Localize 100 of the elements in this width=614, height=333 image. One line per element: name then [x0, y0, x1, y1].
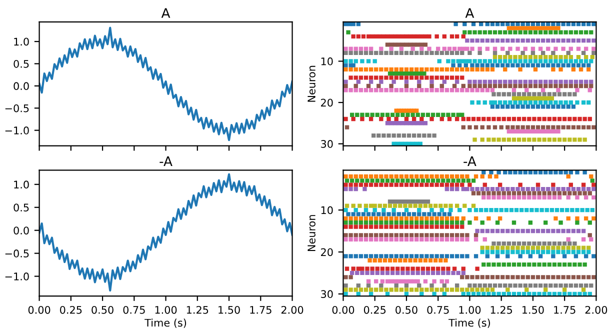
point: [538, 54, 543, 60]
point: [528, 54, 533, 60]
point: [538, 30, 543, 34]
y-tick-label: 0.0: [14, 226, 29, 234]
point: [557, 138, 562, 142]
point: [492, 54, 498, 60]
point: [420, 112, 425, 117]
point: [578, 138, 582, 142]
point: [518, 30, 522, 34]
point: [574, 30, 578, 34]
point: [460, 112, 464, 117]
point: [527, 96, 532, 100]
point: [426, 112, 430, 117]
point: [572, 138, 577, 142]
x-tick-label: 0.75: [123, 306, 145, 314]
point: [385, 112, 390, 117]
point: [562, 138, 567, 142]
x-tick-label: 0.00: [332, 306, 354, 314]
point: [513, 54, 518, 60]
point: [403, 72, 408, 76]
point: [512, 138, 516, 142]
point: [396, 112, 400, 117]
point: [590, 54, 594, 60]
point: [564, 30, 568, 34]
y-axis-title: Neuron: [308, 215, 316, 251]
point: [456, 112, 460, 117]
x-tick-label: 0.75: [427, 306, 449, 314]
line-series: [39, 173, 292, 292]
point: [355, 112, 360, 117]
y-tick-label: 20: [321, 98, 333, 107]
point: [492, 30, 498, 34]
point: [544, 54, 548, 60]
line-series: [39, 26, 292, 142]
y-tick-label: 1.0: [14, 180, 29, 189]
point: [365, 112, 370, 117]
x-tick-label: 1.00: [459, 306, 481, 314]
point: [548, 30, 553, 34]
x-tick-label: 1.50: [218, 306, 240, 314]
point: [558, 54, 563, 60]
point: [523, 30, 528, 34]
point: [478, 30, 482, 34]
point: [528, 30, 533, 34]
point: [498, 30, 502, 34]
chart-title: -A: [160, 156, 172, 166]
point: [396, 72, 400, 76]
point: [546, 96, 550, 100]
point: [503, 54, 508, 60]
x-tick-label: 0.50: [92, 306, 114, 314]
point: [375, 112, 380, 117]
point: [430, 112, 436, 117]
y-tick-label: 30: [321, 290, 333, 298]
y-tick-label: 0.0: [14, 82, 29, 90]
point: [486, 138, 491, 142]
point: [502, 138, 506, 142]
x-tick-label: 0.25: [60, 306, 82, 314]
point: [538, 96, 543, 100]
point: [498, 54, 502, 60]
point: [522, 138, 526, 142]
point: [400, 112, 405, 117]
point: [558, 30, 563, 34]
x-tick-label: 0.00: [28, 306, 50, 314]
x-tick-label: 1.75: [554, 306, 576, 314]
x-tick-label: 0.50: [396, 306, 418, 314]
y-tick-label: 20: [321, 248, 333, 256]
point: [410, 112, 415, 117]
point: [542, 138, 546, 142]
point: [568, 54, 573, 60]
x-tick-label: 1.00: [155, 306, 177, 314]
point: [380, 112, 385, 117]
point: [552, 138, 557, 142]
point: [416, 112, 420, 117]
point: [584, 54, 588, 60]
point: [446, 112, 450, 117]
x-tick-label: 0.25: [364, 306, 386, 314]
point: [441, 112, 446, 117]
y-tick-label: −1.0: [5, 126, 29, 134]
point: [503, 30, 508, 34]
point: [492, 138, 496, 142]
x-tick-label: 2.00: [281, 306, 304, 314]
point: [550, 96, 554, 100]
y-tick-label: 0.5: [14, 60, 29, 68]
point: [534, 96, 539, 100]
point: [537, 138, 542, 142]
chart-title: A: [161, 8, 170, 18]
point: [527, 138, 532, 142]
point: [482, 30, 487, 34]
point: [468, 30, 472, 34]
point: [568, 138, 572, 142]
point: [506, 138, 512, 142]
point: [544, 30, 548, 34]
point: [370, 112, 374, 117]
y-axis-title: Neuron: [308, 66, 316, 102]
y-tick-label: 10: [321, 57, 333, 66]
point: [589, 30, 594, 34]
point: [422, 72, 426, 76]
point: [533, 54, 538, 60]
x-axis-title: Time (s): [144, 318, 186, 328]
x-tick-label: 1.50: [522, 306, 544, 314]
point: [554, 30, 558, 34]
point: [496, 138, 501, 142]
